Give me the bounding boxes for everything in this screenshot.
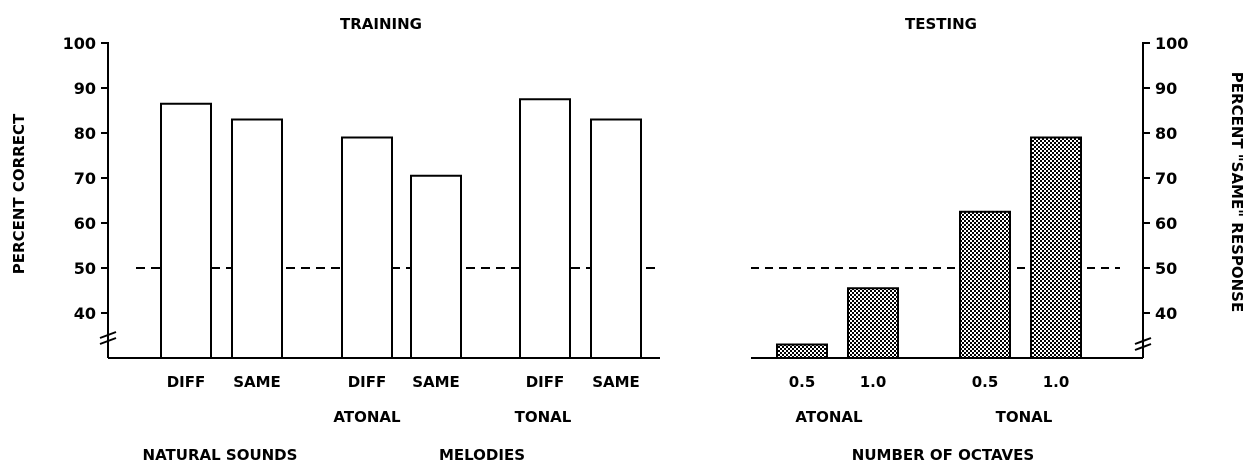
y-tick-label: 50 bbox=[74, 259, 96, 278]
bar bbox=[847, 287, 899, 359]
training-group-label-tonal: TONAL bbox=[515, 408, 572, 426]
y-tick-label: 100 bbox=[63, 34, 96, 53]
y-tick-label: 70 bbox=[74, 169, 96, 188]
y-tick-label: 100 bbox=[1155, 34, 1188, 53]
y-tick-label: 60 bbox=[1155, 214, 1177, 233]
x-tick-label: SAME bbox=[412, 373, 460, 391]
testing-axis-break bbox=[1134, 337, 1152, 351]
training-bottom-label-melodies: MELODIES bbox=[439, 446, 525, 464]
bar bbox=[590, 118, 642, 359]
testing-y-ticks: 40 50 60 70 80 90 100 bbox=[1143, 34, 1188, 323]
x-tick-label: 0.5 bbox=[972, 373, 999, 391]
x-tick-label: 0.5 bbox=[789, 373, 816, 391]
x-tick-label: SAME bbox=[233, 373, 281, 391]
testing-group-label-tonal: TONAL bbox=[996, 408, 1053, 426]
training-bottom-label-natural-sounds: NATURAL SOUNDS bbox=[143, 446, 298, 464]
training-bars: DIFF SAME DIFF SAME DIFF SAME bbox=[160, 98, 642, 391]
x-tick-label: 1.0 bbox=[1043, 373, 1070, 391]
training-panel: TRAINING PERCENT CORRECT 40 50 60 70 80 90 100… bbox=[10, 15, 660, 464]
testing-y-axis-label: PERCENT "SAME" RESPONSE bbox=[1228, 72, 1245, 312]
testing-panel: TESTING PERCENT "SAME" RESPONSE 40 50 60 70… bbox=[751, 15, 1245, 464]
y-tick-label: 90 bbox=[1155, 79, 1177, 98]
y-tick-label: 40 bbox=[1155, 304, 1177, 323]
testing-x-axis-label: NUMBER OF OCTAVES bbox=[852, 446, 1034, 464]
bar bbox=[776, 343, 828, 359]
bar bbox=[160, 102, 212, 359]
training-y-ticks: 40 50 60 70 80 90 100 bbox=[63, 34, 108, 323]
bar bbox=[519, 98, 571, 359]
training-axis-break bbox=[99, 331, 117, 345]
training-title: TRAINING bbox=[340, 15, 422, 33]
testing-title: TESTING bbox=[905, 15, 977, 33]
bar bbox=[959, 210, 1011, 359]
y-tick-label: 40 bbox=[74, 304, 96, 323]
bar bbox=[231, 118, 283, 359]
x-tick-label: 1.0 bbox=[860, 373, 887, 391]
x-tick-label: DIFF bbox=[167, 373, 206, 391]
training-group-label-atonal: ATONAL bbox=[333, 408, 401, 426]
testing-bars: 0.5 1.0 0.5 1.0 bbox=[776, 136, 1082, 391]
y-tick-label: 60 bbox=[74, 214, 96, 233]
bar bbox=[1030, 136, 1082, 359]
testing-group-label-atonal: ATONAL bbox=[795, 408, 863, 426]
training-y-axis-label: PERCENT CORRECT bbox=[10, 113, 28, 274]
y-tick-label: 90 bbox=[74, 79, 96, 98]
x-tick-label: SAME bbox=[592, 373, 640, 391]
y-tick-label: 50 bbox=[1155, 259, 1177, 278]
x-tick-label: DIFF bbox=[526, 373, 565, 391]
x-tick-label: DIFF bbox=[348, 373, 387, 391]
y-tick-label: 80 bbox=[1155, 124, 1177, 143]
y-tick-label: 80 bbox=[74, 124, 96, 143]
bar bbox=[341, 136, 393, 359]
bar bbox=[410, 174, 462, 359]
y-tick-label: 70 bbox=[1155, 169, 1177, 188]
